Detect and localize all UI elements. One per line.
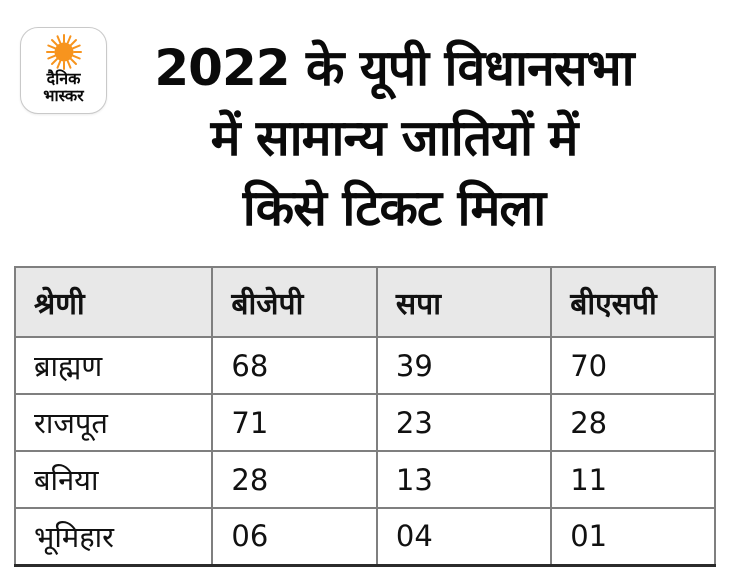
cell-caste: बनिया [13,450,214,509]
table-row: राजपूत 71 23 28 [13,393,716,452]
table-row: ब्राह्मण 68 39 70 [13,336,716,395]
column-header-category: श्रेणी [13,266,214,338]
page-title: 2022 के यूपी विधानसभा में सामान्य जातियो… [0,33,730,243]
cell-value: 13 [375,450,553,509]
table-row: बनिया 28 13 11 [13,450,716,509]
table-container: श्रेणी बीजेपी सपा बीएसपी ब्राह्मण 68 39 … [13,266,716,567]
cell-value: 23 [375,393,553,452]
column-header-bsp: बीएसपी [550,266,716,338]
logo-text-line-2: भास्कर [43,86,84,105]
title-line-3: किसे टिकट मिला [242,179,546,237]
column-header-sp: सपा [375,266,553,338]
cell-value: 39 [375,336,553,395]
title-line-1: 2022 के यूपी विधानसभा [154,39,634,97]
cell-value: 28 [550,393,716,452]
sun-icon [45,34,82,70]
table-header-row: श्रेणी बीजेपी सपा बीएसपी [13,266,716,338]
cell-value: 06 [211,507,378,567]
cell-value: 71 [211,393,378,452]
cell-caste: ब्राह्मण [13,336,214,395]
cell-value: 11 [550,450,716,509]
cell-value: 01 [550,507,716,567]
logo-text-line-1: दैनिक [46,69,81,88]
cell-value: 28 [211,450,378,509]
table-row: भूमिहार 06 04 01 [13,507,716,567]
column-header-bjp: बीजेपी [211,266,378,338]
cell-caste: राजपूत [13,393,214,452]
title-line-2: में सामान्य जातियों में [210,109,579,167]
dainik-bhaskar-logo: दैनिक भास्कर [20,27,107,114]
cell-value: 68 [211,336,378,395]
cell-value: 70 [550,336,716,395]
ticket-distribution-table: श्रेणी बीजेपी सपा बीएसपी ब्राह्मण 68 39 … [13,266,716,567]
cell-caste: भूमिहार [13,507,214,567]
cell-value: 04 [375,507,553,567]
